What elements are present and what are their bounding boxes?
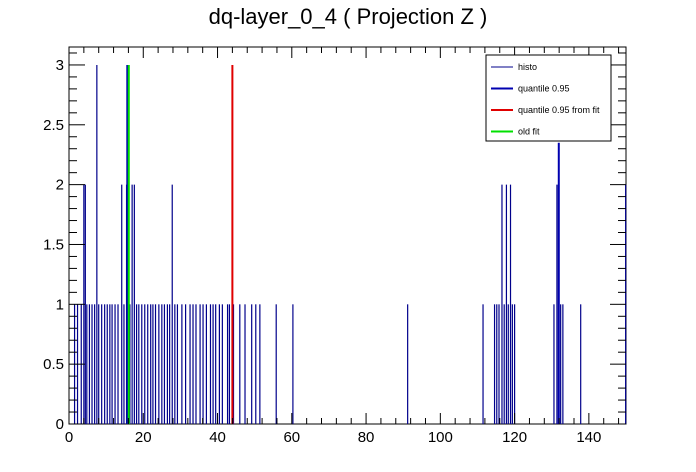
y-tick-label: 3 bbox=[56, 57, 64, 74]
legend: histo quantile 0.95 quantile 0.95 from fit… bbox=[485, 54, 612, 142]
x-tick-label: 20 bbox=[135, 429, 152, 446]
x-tick-label: 120 bbox=[502, 429, 527, 446]
legend-label-1: quantile 0.95 bbox=[518, 84, 570, 94]
y-tick-label: 0 bbox=[56, 416, 64, 433]
x-tick-label: 0 bbox=[65, 429, 73, 446]
x-tick-label: 40 bbox=[209, 429, 226, 446]
legend-box bbox=[485, 54, 612, 142]
legend-label-0: histo bbox=[518, 62, 537, 72]
y-tick-label: 2.5 bbox=[43, 117, 64, 134]
x-tick-label: 80 bbox=[358, 429, 375, 446]
legend-label-2: quantile 0.95 from fit bbox=[518, 105, 600, 115]
quantile-lines bbox=[126, 64, 560, 424]
y-tick-label: 2 bbox=[56, 177, 64, 194]
x-tick-label: 140 bbox=[576, 429, 601, 446]
histogram-series bbox=[73, 64, 627, 424]
x-tick-label: 100 bbox=[428, 429, 453, 446]
legend-entries: histo quantile 0.95 quantile 0.95 from fit… bbox=[491, 62, 600, 137]
legend-label-3: old fit bbox=[518, 127, 540, 137]
axis-tick-labels: 0 20 40 60 80 100 120 140 0 0.5 1 1.5 2 2.5 3 bbox=[43, 57, 601, 446]
y-tick-label: 1 bbox=[56, 296, 64, 313]
x-tick-label: 60 bbox=[283, 429, 300, 446]
axis-ticks bbox=[68, 47, 626, 425]
y-tick-label: 0.5 bbox=[43, 356, 64, 373]
chart-title: dq-layer_0_4 ( Projection Z ) bbox=[209, 4, 488, 29]
y-tick-label: 1.5 bbox=[43, 236, 64, 253]
